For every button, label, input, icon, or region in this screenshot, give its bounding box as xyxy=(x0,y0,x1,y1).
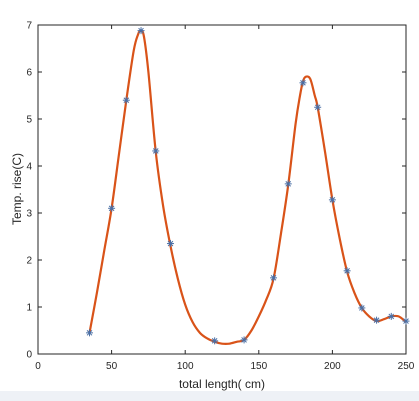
data-point-marker xyxy=(86,329,94,337)
bottom-strip xyxy=(0,391,419,401)
x-tick-label: 50 xyxy=(106,361,118,372)
data-point-marker xyxy=(328,196,336,204)
data-point-marker xyxy=(108,204,116,212)
data-point-marker xyxy=(314,103,322,111)
y-tick-label: 4 xyxy=(26,162,32,173)
y-tick-label: 6 xyxy=(26,68,32,79)
data-markers xyxy=(86,27,410,345)
data-point-marker xyxy=(122,96,130,104)
y-tick-label: 1 xyxy=(26,303,32,314)
x-axis-label: total length( cm) xyxy=(179,377,265,391)
plot-area xyxy=(37,24,407,355)
x-tick-label: 150 xyxy=(250,361,267,372)
y-tick-label: 7 xyxy=(26,21,32,32)
data-point-marker xyxy=(152,147,160,155)
data-point-marker xyxy=(211,337,219,345)
data-point-marker xyxy=(299,79,307,87)
y-axis-ticks: 0 1 2 3 4 5 6 7 xyxy=(26,21,406,361)
data-point-marker xyxy=(387,312,395,320)
data-point-marker xyxy=(137,27,145,35)
x-axis-ticks: 0 50 100 150 200 250 xyxy=(35,25,415,372)
data-point-marker xyxy=(358,304,366,312)
data-point-marker xyxy=(343,267,351,275)
y-tick-label: 0 xyxy=(26,350,32,361)
y-axis-label: Temp. rise(C) xyxy=(10,153,24,225)
x-tick-label: 0 xyxy=(35,361,41,372)
data-point-marker xyxy=(284,180,292,188)
data-point-marker xyxy=(373,316,381,324)
y-tick-label: 5 xyxy=(26,115,32,126)
x-tick-label: 200 xyxy=(324,361,341,372)
data-point-marker xyxy=(240,336,248,344)
y-tick-label: 3 xyxy=(26,209,32,220)
x-tick-label: 100 xyxy=(177,361,194,372)
y-tick-label: 2 xyxy=(26,256,32,267)
x-tick-label: 250 xyxy=(398,361,415,372)
data-point-marker xyxy=(166,240,174,248)
data-point-marker xyxy=(402,317,410,325)
data-point-marker xyxy=(270,274,278,282)
